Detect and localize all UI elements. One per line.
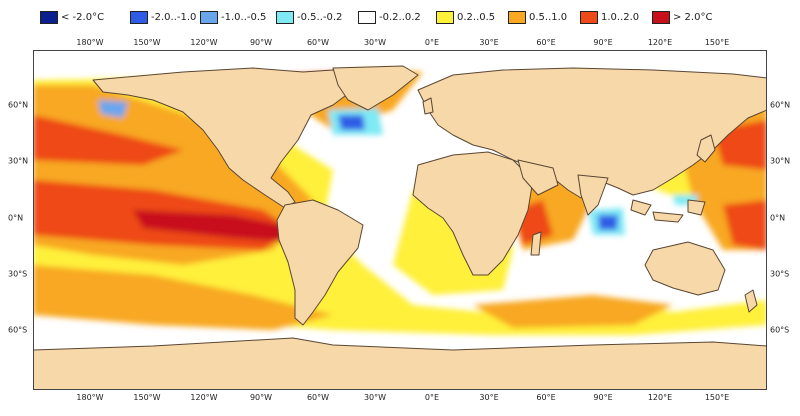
legend-item: 0.5..1.0 (508, 8, 567, 26)
india-landmass (577, 174, 609, 216)
legend-item: > 2.0°C (652, 8, 712, 26)
legend-swatch (436, 10, 454, 24)
madagascar-landmass (530, 231, 542, 256)
longitude-tick-label: 180°W (76, 38, 104, 47)
latitude-tick-label: 0°N (770, 213, 786, 223)
longitude-tick-label: 0°E (424, 393, 440, 402)
legend-swatch (358, 10, 376, 24)
legend-swatch (508, 10, 526, 24)
legend-item: -0.5..-0.2 (276, 8, 342, 26)
latitude-tick-label: 0°N (8, 213, 24, 223)
latitude-tick-label: 60°S (8, 325, 28, 335)
eurasia-landmass (417, 67, 767, 199)
anomaly-orange-region (33, 265, 333, 330)
latitude-tick-label: 60°S (770, 325, 790, 335)
longitude-tick-label: 30°W (363, 38, 387, 47)
longitude-tick-label: 90°E (593, 393, 613, 402)
legend-item: 0.2..0.5 (436, 8, 495, 26)
legend-label: 0.2..0.5 (457, 11, 496, 23)
legend-swatch (276, 10, 294, 24)
longitude-tick-label: 60°W (306, 38, 330, 47)
south-america-landmass (276, 199, 364, 326)
legend-item: -1.0..-0.5 (200, 8, 266, 26)
longitude-tick-label: 30°E (479, 38, 499, 47)
legend-swatch (652, 10, 670, 24)
longitude-tick-label: 90°W (249, 393, 273, 402)
longitude-tick-label: 90°W (249, 38, 273, 47)
new-zealand-landmass (744, 289, 758, 313)
longitude-tick-label: 60°E (536, 393, 556, 402)
latitude-tick-label: 60°N (8, 100, 29, 110)
latitude-tick-label: 30°S (770, 269, 790, 279)
legend-label: < -2.0°C (61, 11, 105, 23)
legend-swatch (130, 10, 148, 24)
australia-landmass (644, 241, 726, 296)
anomaly-cool-region (98, 100, 128, 118)
latitude-tick-label: 60°N (770, 100, 791, 110)
longitude-tick-label: 150°E (704, 393, 730, 402)
africa-landmass (412, 151, 534, 276)
longitude-tick-label: 150°E (704, 38, 730, 47)
legend-label: -2.0..-1.0 (151, 11, 197, 23)
longitude-tick-label: 120°W (190, 393, 218, 402)
anomaly-red-region (33, 115, 183, 165)
sea-surface-temperature-anomaly-map (33, 50, 767, 390)
legend-label: 1.0..2.0 (601, 11, 640, 23)
anomaly-red-region (723, 200, 767, 250)
longitude-tick-label: 0°E (424, 38, 440, 47)
map-border (33, 50, 767, 390)
antarctica-landmass (33, 337, 767, 390)
longitude-tick-label: 150°W (133, 38, 161, 47)
legend: < -2.0°C -2.0..-1.0 -1.0..-0.5 -0.5..-0.2 -0… (40, 8, 760, 26)
british-isles-landmass (422, 97, 434, 115)
legend-label: -1.0..-0.5 (221, 11, 267, 23)
longitude-tick-label: 60°W (306, 393, 330, 402)
longitude-tick-label: 180°W (76, 393, 104, 402)
north-america-landmass (92, 67, 354, 209)
land-masses (33, 65, 767, 390)
japan-landmass (696, 134, 716, 163)
legend-item: < -2.0°C (40, 8, 104, 26)
legend-label: > 2.0°C (673, 11, 713, 23)
legend-item: -0.2..0.2 (358, 8, 421, 26)
longitude-tick-label: 120°W (190, 38, 218, 47)
legend-label: -0.2..0.2 (379, 11, 421, 23)
longitude-tick-label: 60°E (536, 38, 556, 47)
longitude-tick-label: 150°W (133, 393, 161, 402)
legend-swatch (40, 10, 58, 24)
longitude-tick-label: 30°W (363, 393, 387, 402)
anomaly-orange-region (473, 295, 673, 328)
legend-item: 1.0..2.0 (580, 8, 639, 26)
latitude-tick-label: 30°S (8, 269, 28, 279)
legend-label: 0.5..1.0 (529, 11, 568, 23)
maritime-continent-landmass (630, 199, 706, 223)
greenland-landmass (332, 65, 419, 111)
legend-swatch (580, 10, 598, 24)
legend-item: -2.0..-1.0 (130, 8, 196, 26)
anomaly-cool-region (598, 215, 618, 230)
latitude-tick-label: 30°N (770, 156, 791, 166)
longitude-tick-label: 30°E (479, 393, 499, 402)
anomaly-darkred-region (133, 210, 288, 242)
legend-swatch (200, 10, 218, 24)
latitude-tick-label: 30°N (8, 156, 29, 166)
legend-label: -0.5..-0.2 (297, 11, 343, 23)
longitude-tick-label: 90°E (593, 38, 613, 47)
longitude-tick-label: 120°E (647, 38, 673, 47)
anomaly-cool-region (338, 115, 365, 130)
longitude-tick-label: 120°E (647, 393, 673, 402)
arabian-peninsula-landmass (517, 159, 559, 196)
